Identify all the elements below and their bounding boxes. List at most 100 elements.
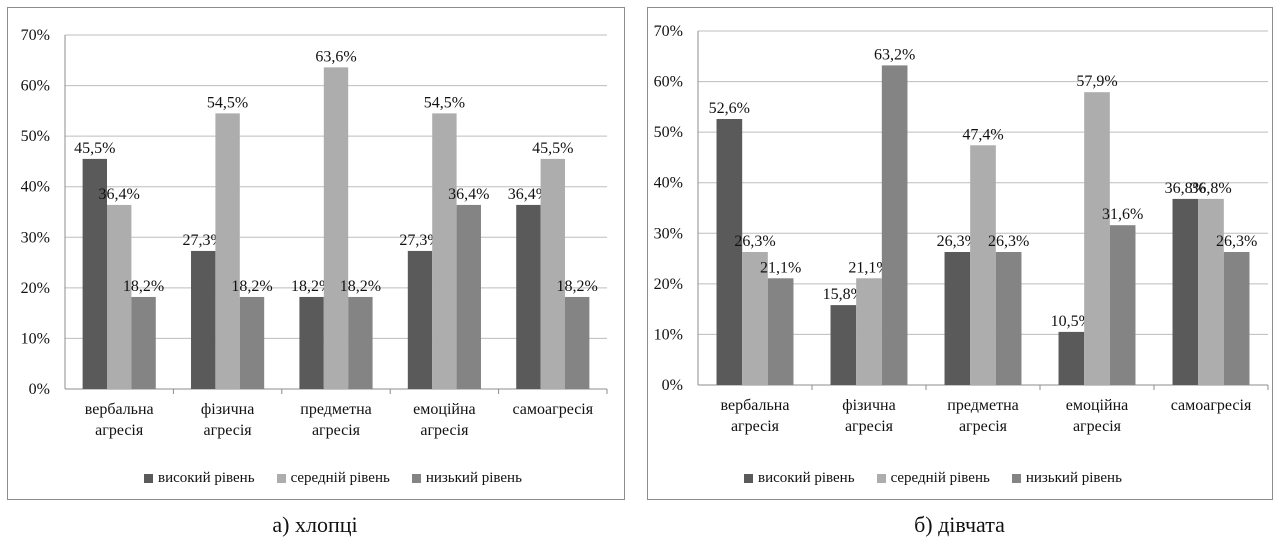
y-tick-label: 60%	[654, 74, 683, 91]
x-category-label: агресія	[959, 418, 1008, 435]
bar-low	[348, 296, 373, 389]
bar-high	[944, 251, 971, 385]
bar-low	[1109, 225, 1136, 385]
data-label-mid: 47,4%	[962, 126, 1003, 143]
legend-swatch-mid	[876, 474, 886, 483]
bar-high	[299, 296, 324, 389]
legend-swatch-low	[1011, 474, 1021, 483]
data-label-low: 18,2%	[340, 278, 381, 295]
data-label-low: 18,2%	[231, 278, 272, 295]
legend-label-mid: середній рівень	[890, 470, 990, 486]
legend-girls: високий рівень середній рівень низький р…	[744, 470, 1122, 487]
data-label-high: 45,5%	[74, 140, 115, 157]
data-label-low: 63,2%	[874, 46, 915, 63]
bar-chart-girls: 0% 10% 20% 30% 40% 50% 60% 70% вербальна агресія 5…	[654, 23, 1269, 435]
bar-mid	[540, 158, 565, 389]
y-tick-label: 0%	[29, 381, 50, 398]
legend-item-mid: середній рівень	[276, 470, 390, 487]
legend-label-mid: середній рівень	[290, 470, 390, 486]
data-label-mid: 36,8%	[1190, 180, 1231, 197]
x-category-label: самоагресія	[1171, 397, 1252, 414]
bar-mid	[432, 113, 457, 389]
bar-low	[995, 251, 1022, 385]
bar-high	[716, 118, 743, 385]
x-category-label: вербальна	[721, 397, 790, 414]
data-label-low: 18,2%	[557, 278, 598, 295]
y-tick-label: 10%	[21, 330, 50, 347]
data-label-mid: 54,5%	[207, 94, 248, 111]
bar-high	[1058, 331, 1085, 385]
y-tick-label: 70%	[21, 27, 50, 44]
bar-low	[131, 296, 156, 389]
data-label-low: 36,4%	[448, 186, 489, 203]
data-label-high: 36,8%	[1165, 180, 1206, 197]
legend-swatch-low	[411, 474, 421, 483]
data-label-high: 27,3%	[183, 232, 224, 249]
caption-girls: б) дівчата	[914, 512, 1005, 537]
x-category-label: агресія	[95, 422, 144, 439]
data-label-high: 18,2%	[291, 278, 332, 295]
data-label-high: 52,6%	[709, 100, 750, 117]
bar-mid	[970, 145, 996, 385]
x-category-label: емоційна	[1066, 397, 1128, 414]
x-category-label: емоційна	[413, 401, 475, 418]
bar-mid	[215, 113, 240, 389]
caption-boys: а) хлопці	[272, 512, 358, 537]
x-category-label: агресія	[420, 422, 469, 439]
legend-item-mid: середній рівень	[876, 470, 990, 487]
legend-item-low: низький рівень	[411, 470, 522, 487]
legend-item-high: високий рівень	[144, 470, 255, 487]
y-tick-label: 50%	[654, 124, 683, 141]
x-category-label: агресія	[1073, 418, 1122, 435]
bar-low	[564, 296, 590, 389]
bar-chart-boys: 0% 10% 20% 30% 40% 50% 60% 70% вербальна агресія 4…	[21, 27, 608, 439]
x-category-label: агресія	[845, 418, 894, 435]
x-category-label: предметна	[300, 401, 371, 418]
y-tick-label: 30%	[654, 225, 683, 242]
x-category-label: фізична	[842, 397, 895, 414]
data-label-mid: 57,9%	[1076, 73, 1117, 90]
data-label-high: 36,4%	[508, 186, 549, 203]
y-tick-label: 10%	[654, 326, 683, 343]
x-category-label: агресія	[312, 422, 361, 439]
bar-low	[881, 65, 908, 385]
legend-swatch-high	[144, 474, 153, 483]
x-category-label: агресія	[731, 418, 780, 435]
data-label-mid: 54,5%	[424, 94, 465, 111]
bar-mid	[107, 204, 132, 389]
chart-panel-boys: 0% 10% 20% 30% 40% 50% 60% 70% вербальна агресія 4…	[0, 0, 630, 543]
y-tick-label: 40%	[21, 179, 50, 196]
data-label-low: 26,3%	[988, 233, 1029, 250]
data-label-mid: 63,6%	[315, 48, 356, 65]
data-label-mid: 21,1%	[848, 259, 889, 276]
y-tick-label: 30%	[21, 229, 50, 246]
y-tick-label: 0%	[662, 377, 683, 394]
data-label-mid: 36,4%	[99, 186, 140, 203]
legend-label-low: низький рівень	[425, 470, 522, 486]
x-category-label: предметна	[947, 397, 1018, 414]
y-tick-label: 20%	[654, 276, 683, 293]
bar-mid	[856, 278, 882, 385]
data-label-high: 15,8%	[823, 286, 864, 303]
y-tick-label: 40%	[654, 175, 683, 192]
bar-high	[407, 250, 433, 389]
bar-low	[239, 296, 265, 389]
x-category-label: агресія	[204, 422, 253, 439]
y-tick-label: 20%	[21, 280, 50, 297]
x-category-label: вербальна	[85, 401, 154, 418]
data-label-mid: 45,5%	[532, 140, 573, 157]
legend-swatch-high	[744, 474, 753, 483]
bar-high	[191, 250, 216, 389]
bar-mid	[1198, 198, 1224, 385]
data-label-low: 21,1%	[760, 259, 801, 276]
bar-high	[516, 204, 541, 389]
data-label-high: 26,3%	[937, 233, 978, 250]
bar-mid	[742, 251, 768, 385]
legend-label-high: високий рівень	[158, 470, 255, 486]
bar-high	[82, 158, 108, 389]
bar-high	[1172, 198, 1199, 385]
legend-boys: високий рівень середній рівень низький р…	[144, 470, 522, 487]
bar-low	[1223, 251, 1250, 385]
data-label-low: 18,2%	[123, 278, 164, 295]
bar-low	[767, 278, 794, 385]
